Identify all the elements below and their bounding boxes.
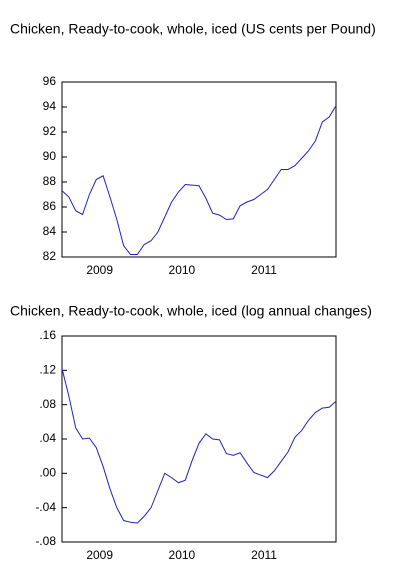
x-tick-label: 2009 (86, 548, 113, 562)
y-tick-label: 92 (43, 124, 57, 138)
y-tick-label: 90 (43, 149, 57, 163)
y-tick-label: 82 (43, 249, 57, 263)
y-tick-label: .04 (39, 431, 56, 445)
x-tick-label: 2011 (251, 548, 277, 562)
y-tick-label: 86 (43, 199, 57, 213)
plot-frame (61, 335, 337, 543)
x-tick-label: 2010 (169, 263, 196, 277)
y-tick-label: .00 (39, 466, 56, 480)
plot-frame (61, 81, 337, 258)
y-tick-label: -.08 (35, 534, 56, 548)
y-tick-label: 84 (43, 224, 57, 238)
y-tick-label: .12 (39, 363, 56, 377)
y-tick-label: .16 (39, 328, 56, 342)
y-tick-label: -.04 (35, 500, 56, 514)
y-tick-label: 94 (43, 99, 57, 113)
x-tick-label: 2011 (251, 263, 277, 277)
y-tick-label: 88 (43, 174, 57, 188)
x-tick-label: 2010 (169, 548, 196, 562)
x-tick-label: 2009 (86, 263, 113, 277)
chart-title: Chicken, Ready-to-cook, whole, iced (US … (10, 21, 376, 37)
y-tick-label: 96 (43, 74, 57, 88)
data-line (61, 368, 337, 524)
chart-title: Chicken, Ready-to-cook, whole, iced (log… (10, 303, 372, 319)
y-tick-label: .08 (39, 397, 56, 411)
data-line (61, 105, 337, 255)
